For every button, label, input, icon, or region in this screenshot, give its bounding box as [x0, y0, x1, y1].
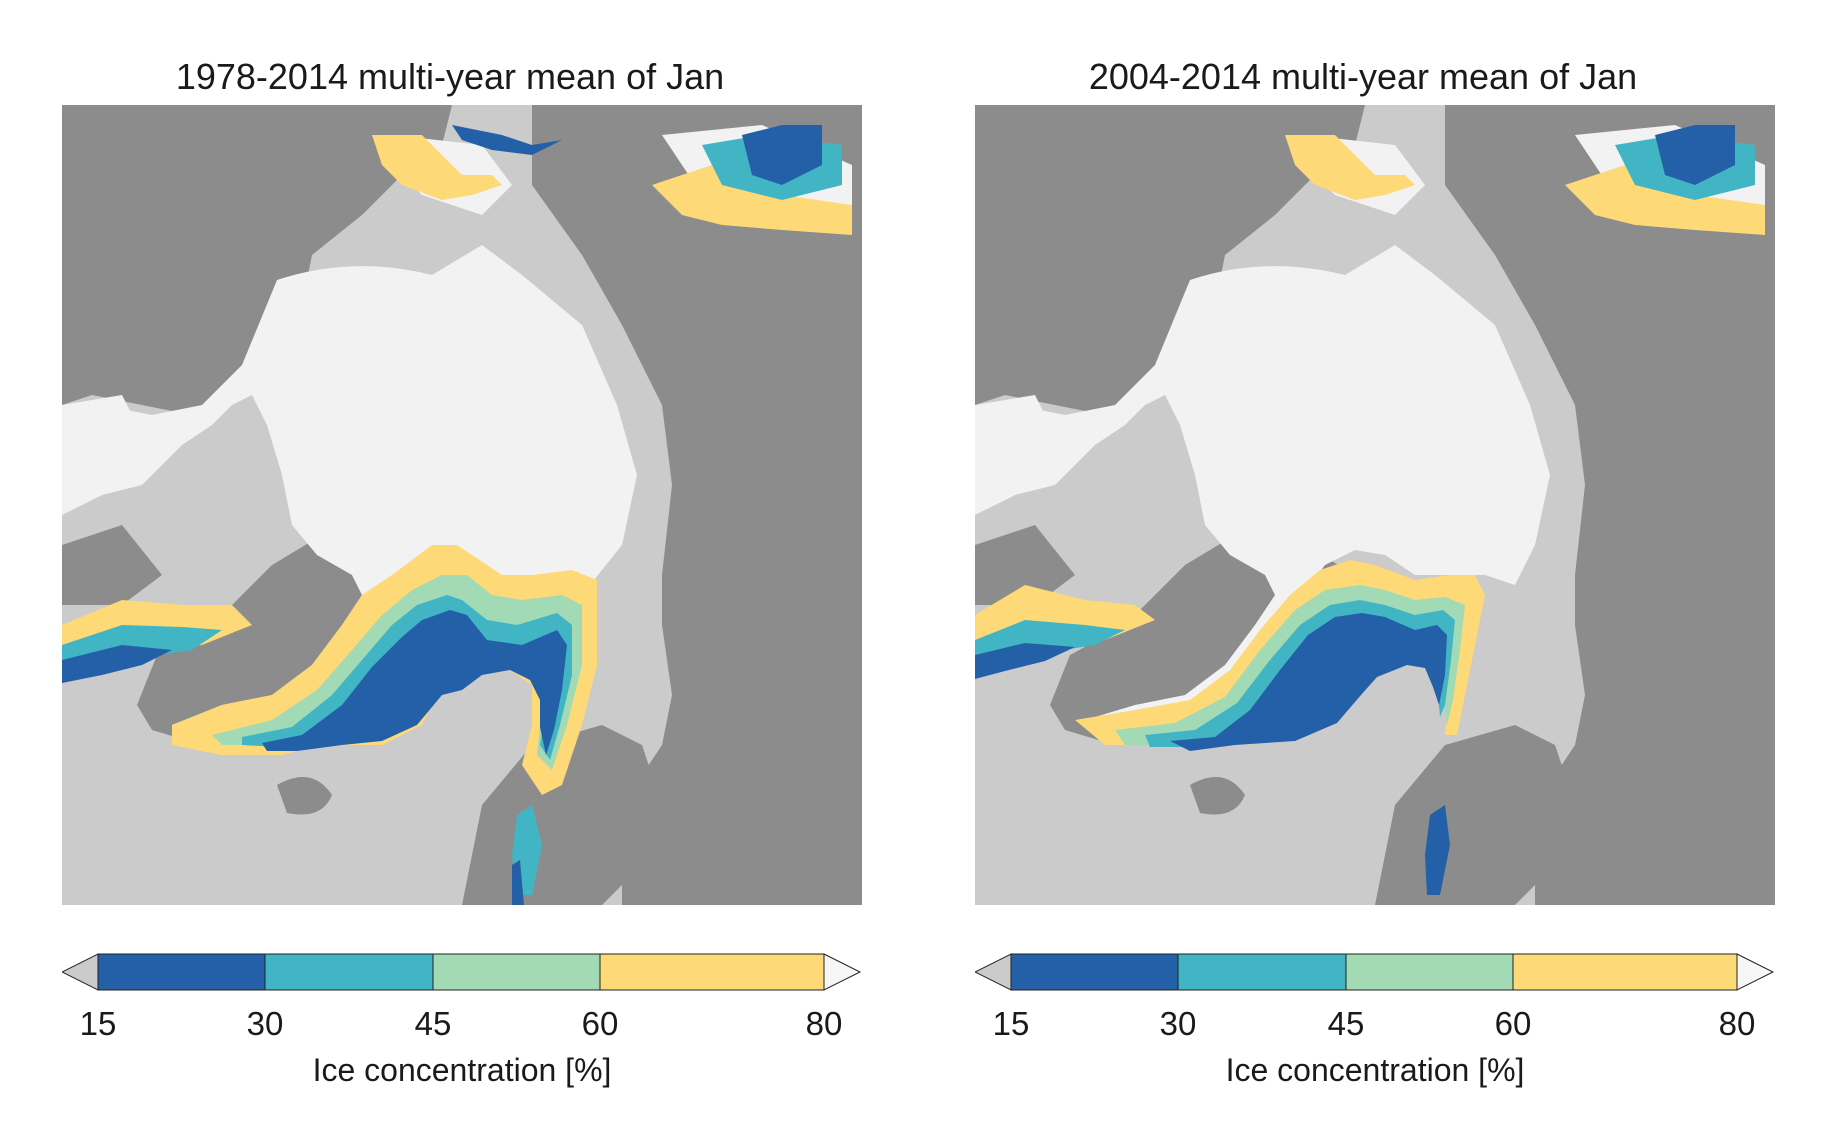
colorbar-tick: 30: [246, 1005, 284, 1042]
colorbar-tick: 30: [1159, 1005, 1197, 1042]
colorbar-bin-30-45: [264, 953, 434, 991]
land-canada-south: [975, 525, 1075, 605]
colorbar-tick: 15: [992, 1005, 1030, 1042]
colorbar-bin-60-80: [1512, 953, 1738, 991]
map-panel-1978-2014: 1978-2014 multi-year mean of Jan: [40, 0, 862, 1146]
land-russia: [1445, 105, 1775, 905]
panel-title: 2004-2014 multi-year mean of Jan: [1088, 56, 1638, 97]
colorbar: [973, 952, 1775, 997]
land-iceland: [277, 777, 332, 815]
colorbar-under-extension: [60, 953, 99, 991]
colorbar-bin-30-45: [1177, 953, 1347, 991]
miz-labrador-15-30: [975, 643, 1075, 679]
colorbar-bin-60-80: [599, 953, 825, 991]
colorbar: [60, 952, 862, 997]
miz-okhotsk-15-30: [742, 125, 822, 185]
land-canada-south: [62, 525, 162, 605]
colorbar-bin-45-60: [1345, 953, 1514, 991]
colorbar-tick: 45: [414, 1005, 452, 1042]
colorbar-bin-45-60: [432, 953, 601, 991]
miz-baltic-15-30: [1425, 805, 1450, 895]
colorbar-tick: 45: [1327, 1005, 1365, 1042]
map-panel-2004-2014: 2004-2014 multi-year mean of Jan: [953, 0, 1775, 1146]
miz-okhotsk-60-80: [1565, 165, 1765, 235]
colorbar-tick: 15: [79, 1005, 117, 1042]
colorbar-over-extension: [823, 953, 862, 991]
miz-15-30: [262, 610, 567, 755]
miz-okhotsk-60-80: [652, 165, 852, 235]
land-russia: [532, 105, 862, 905]
land-scandinavia: [462, 725, 662, 905]
colorbar-under-extension: [973, 953, 1012, 991]
ice-hudson-bay: [62, 395, 142, 505]
sea-ice-map: [975, 105, 1775, 905]
land-iceland: [1190, 777, 1245, 815]
miz-15-30: [1170, 613, 1447, 751]
colorbar-label: Ice concentration [%]: [1225, 1052, 1525, 1088]
panel-title: 1978-2014 multi-year mean of Jan: [175, 56, 725, 97]
colorbar-bin-15-30: [97, 953, 266, 991]
land-canada: [62, 105, 452, 415]
colorbar-tick: 60: [1494, 1005, 1532, 1042]
ice-hudson-bay: [975, 395, 1055, 505]
miz-okhotsk-15-30: [1655, 125, 1735, 185]
ice-full-region: [975, 245, 1550, 720]
colorbar-tick: 80: [805, 1005, 843, 1042]
colorbar-label: Ice concentration [%]: [312, 1052, 612, 1088]
colorbar-tick: 60: [581, 1005, 619, 1042]
colorbar-tick: 80: [1718, 1005, 1756, 1042]
miz-bering-60-80: [1285, 135, 1415, 200]
miz-bering-60-80: [372, 135, 502, 200]
colorbar-over-extension: [1736, 953, 1775, 991]
land-scandinavia: [1375, 725, 1575, 905]
miz-bering-15-30: [452, 125, 562, 155]
miz-labrador-15-30: [62, 645, 172, 683]
colorbar-bin-15-30: [1010, 953, 1179, 991]
land-canada: [975, 105, 1365, 415]
miz-baltic-15-30: [512, 860, 524, 905]
sea-ice-map: [62, 105, 862, 905]
